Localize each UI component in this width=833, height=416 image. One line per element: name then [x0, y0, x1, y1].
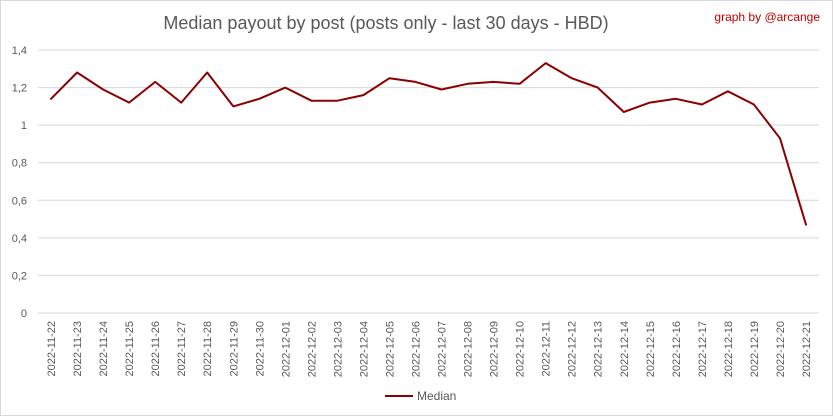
x-tick-label: 2022-12-08: [463, 321, 475, 377]
y-tick-label: 1,2: [12, 83, 27, 95]
chart-credit: graph by @arcange: [714, 10, 820, 24]
x-tick-label: 2022-11-24: [98, 321, 110, 376]
x-tick-label: 2022-12-18: [723, 321, 735, 377]
x-tick-label: 2022-12-11: [541, 321, 553, 376]
legend-label-median: Median: [417, 389, 456, 403]
y-axis-ticks: 0 0,2 0,4 0,6 0,8 1 1,2 1,4: [12, 45, 27, 320]
x-tick-label: 2022-11-29: [228, 321, 240, 376]
chart-title: Median payout by post (posts only - last…: [163, 13, 608, 33]
series-layer: [50, 62, 807, 226]
x-tick-label: 2022-12-04: [358, 321, 370, 377]
x-tick-label: 2022-11-30: [254, 321, 266, 376]
y-tick-label: 0,4: [12, 233, 27, 245]
x-tick-label: 2022-12-10: [515, 321, 527, 377]
x-tick-label: 2022-12-02: [306, 321, 318, 377]
y-tick-label: 1: [21, 120, 27, 132]
y-tick-label: 0,6: [12, 195, 27, 207]
x-tick-label: 2022-12-20: [775, 321, 787, 377]
y-tick-label: 0,2: [12, 270, 27, 282]
y-tick-label: 0,8: [12, 158, 27, 170]
x-tick-label: 2022-12-14: [619, 321, 631, 377]
x-tick-label: 2022-12-12: [567, 321, 579, 377]
y-tick-label: 0: [21, 308, 27, 320]
x-tick-label: 2022-12-09: [489, 321, 501, 377]
x-tick-label: 2022-11-27: [176, 321, 188, 376]
x-tick-label: 2022-12-03: [332, 321, 344, 377]
series-line-median: [50, 62, 807, 226]
x-tick-label: 2022-11-22: [46, 321, 58, 376]
x-axis-ticks: 2022-11-22 2022-11-23 2022-11-24 2022-11-25…: [46, 321, 813, 377]
x-tick-label: 2022-12-05: [384, 321, 396, 377]
legend: Median: [385, 389, 456, 403]
gridlines: [38, 49, 819, 314]
x-tick-label: 2022-11-25: [124, 321, 136, 376]
x-tick-label: 2022-11-28: [202, 321, 214, 376]
x-tick-label: 2022-12-17: [697, 321, 709, 377]
x-tick-label: 2022-12-06: [410, 321, 422, 377]
y-tick-label: 1,4: [12, 45, 27, 57]
x-tick-label: 2022-12-15: [645, 321, 657, 377]
x-tick-label: 2022-12-07: [437, 321, 449, 377]
x-tick-label: 2022-12-21: [801, 321, 813, 377]
x-tick-label: 2022-12-01: [280, 321, 292, 377]
x-tick-label: 2022-11-23: [72, 321, 84, 376]
x-tick-label: 2022-11-26: [150, 321, 162, 376]
x-tick-label: 2022-12-19: [749, 321, 761, 377]
x-tick-label: 2022-12-16: [671, 321, 683, 377]
x-tick-label: 2022-12-13: [593, 321, 605, 377]
